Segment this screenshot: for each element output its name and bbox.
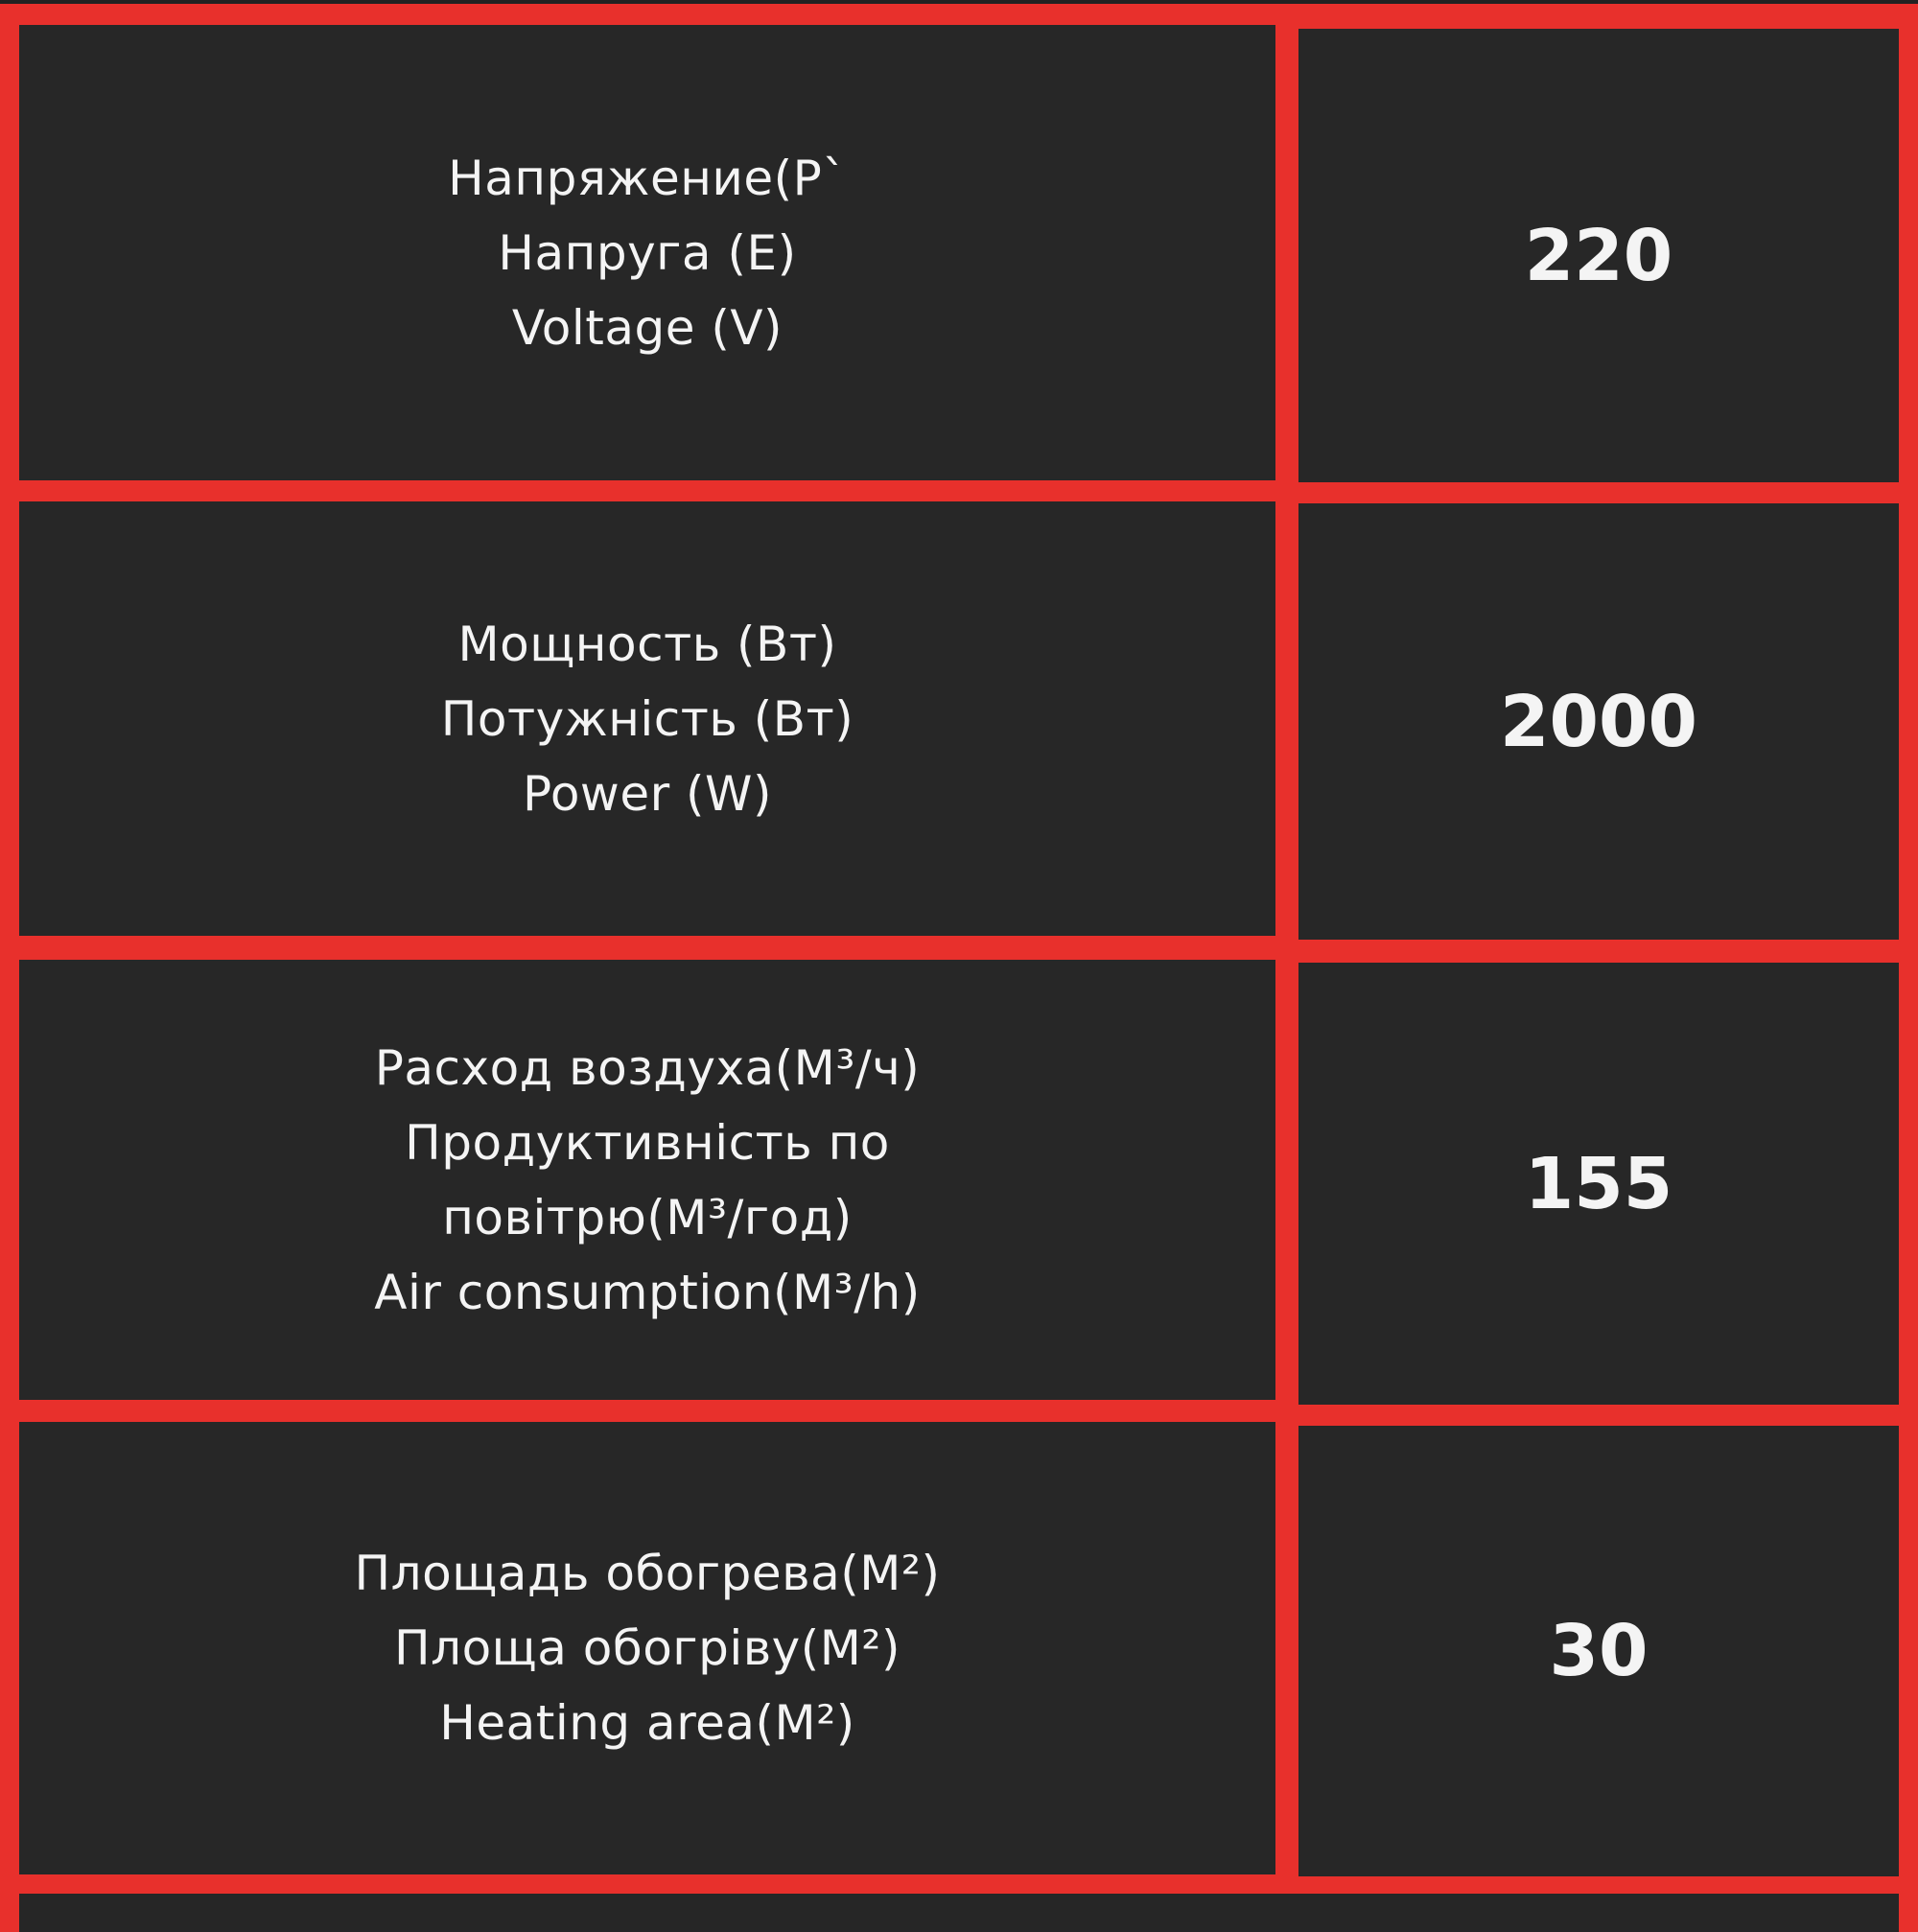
- spec-value-power: 2000: [1298, 503, 1899, 940]
- label-en: Voltage (V): [511, 299, 784, 356]
- spec-value-voltage: 220: [1298, 29, 1899, 482]
- value: 2000: [1500, 680, 1697, 763]
- label-uk: Продуктивність по повітрю(М³/год): [405, 1114, 890, 1245]
- label-ru: Напряжение(Р`: [448, 150, 847, 206]
- spec-value-area: 30: [1298, 1426, 1899, 1876]
- label-uk: Площа обогріву(М²): [394, 1620, 901, 1676]
- label-uk: Потужність (Вт): [440, 690, 854, 747]
- value: 220: [1524, 214, 1673, 297]
- spec-label-power: Мощность (Вт) Потужність (Вт) Power (W): [19, 501, 1275, 936]
- label-en: Air consumption(M³/h): [374, 1264, 921, 1320]
- label-en: Power (W): [522, 765, 772, 822]
- spec-label-voltage: Напряжение(Р` Напруга (Е) Voltage (V): [19, 25, 1275, 480]
- spec-value-air: 155: [1298, 963, 1899, 1405]
- label-ru: Расход воздуха(М³/ч): [374, 1039, 921, 1096]
- label-en: Heating area(M²): [439, 1695, 855, 1751]
- spec-label-air: Расход воздуха(М³/ч) Продуктивність по по…: [19, 960, 1275, 1400]
- label-uk: Напруга (Е): [498, 224, 797, 281]
- label-ru: Площадь обогрева(М²): [354, 1546, 941, 1601]
- bottom-panel: [19, 1894, 1899, 1932]
- top-edge: [0, 0, 1918, 4]
- value: 30: [1549, 1610, 1649, 1692]
- label-ru: Мощность (Вт): [457, 616, 837, 672]
- value: 155: [1524, 1142, 1673, 1225]
- spec-label-area: Площадь обогрева(М²) Площа обогріву(М²) He…: [19, 1422, 1275, 1874]
